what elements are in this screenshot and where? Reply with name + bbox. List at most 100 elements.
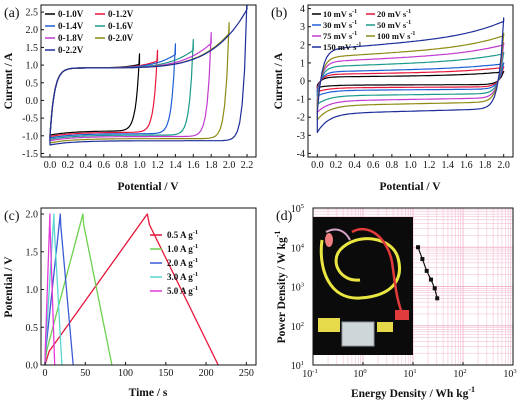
panel-d-letter: (d) — [276, 209, 293, 224]
y-tick-label: 2.0 — [26, 25, 39, 36]
x-tick-label: 103 — [503, 368, 516, 380]
x-tick-label: 0.0 — [311, 160, 324, 171]
photo-clip-left — [318, 318, 340, 332]
legend-superscript: -1 — [406, 20, 411, 26]
y-tick-exponent: 3 — [301, 282, 304, 289]
y-tick-label: 0.5 — [26, 323, 39, 334]
legend-label-0-1.8V: 0-1.8V — [58, 33, 84, 43]
photo-red-wire — [351, 227, 406, 319]
legend-label-100: 100 mV s-1 — [377, 31, 415, 41]
y-tick-label: 1 — [300, 58, 305, 69]
y-tick-label: 2.0 — [26, 210, 39, 221]
panel-a-letter: (a) — [4, 6, 20, 21]
photo-clip-right — [377, 322, 393, 332]
panel-c-legend: 0.5 A g-1 1.0 A g-1 2.0 A g-1 3.0 A g-1 5.0 … — [150, 229, 198, 296]
x-tick-label: 100 — [353, 368, 366, 380]
x-tick-label: 0.4 — [348, 160, 361, 171]
legend-label-20: 20 mV s-1 — [377, 9, 411, 19]
y-tick-exponent: 4 — [301, 242, 305, 249]
x-tick-label: 0.0 — [44, 160, 57, 171]
panel-a-y-axis-label: Current / A — [3, 52, 15, 109]
x-tick-label: 0 — [43, 368, 48, 379]
x-tick-label: 0.8 — [386, 160, 399, 171]
panel-c-x-axis-label: Time / s — [129, 387, 168, 399]
panel-b-curves — [316, 17, 505, 133]
series-20-curve — [316, 66, 505, 93]
panel-d-y-axis-label: Power Density / W kg-1 — [273, 231, 288, 344]
panel-d-x-axis-label: Energy Density / Wh kg-1 — [351, 385, 475, 400]
y-tick-label: -4 — [297, 149, 305, 160]
y-tick-label: 4 — [300, 4, 305, 15]
x-tick-label: 1.6 — [187, 160, 200, 171]
y-tick-label: 103 — [291, 282, 304, 294]
y-tick-label: 1.0 — [26, 61, 39, 72]
panel-c: 0 50 100 150 200 250 0.0 0.5 1.0 1.5 2.0 0.5 A g-1… — [3, 207, 257, 399]
x-tick-label: 0.2 — [62, 160, 75, 171]
series-0.5-curve — [44, 213, 219, 365]
y-tick-label: 105 — [291, 203, 304, 215]
legend-label-0-2.0V: 0-2.0V — [108, 33, 134, 43]
ragone-point — [428, 277, 433, 282]
panel-a: 0.0 0.2 0.4 0.6 0.8 1.0 1.2 1.4 1.6 1.8 2.0 2.2 -1.5… — [3, 4, 257, 193]
x-tick-label: 0.8 — [115, 160, 128, 171]
y-tick-exponent: 5 — [301, 203, 304, 210]
x-tick-label: 50 — [80, 368, 90, 379]
ragone-point — [432, 286, 437, 291]
y-tick-label: -2 — [297, 113, 305, 124]
series-30-curve — [316, 62, 505, 97]
legend-superscript: -1 — [193, 243, 198, 250]
legend-label-0-1.0V: 0-1.0V — [58, 9, 84, 19]
x-tick-label: 101 — [403, 368, 416, 380]
x-tick-label: 1.4 — [442, 160, 455, 171]
y-tick-label: 102 — [291, 321, 304, 333]
panel-d-x-axis-label-superscript: -1 — [468, 385, 475, 394]
series-10-curve — [316, 70, 505, 89]
ragone-point — [416, 245, 421, 250]
x-tick-label: 150 — [158, 368, 173, 379]
panel-b-x-axis-label: Potential / V — [379, 181, 441, 193]
x-tick-label: 0.6 — [97, 160, 110, 171]
legend-label-30: 30 mV s-1 — [323, 20, 357, 30]
photo-inset — [313, 217, 413, 355]
y-tick-label: -1.0 — [22, 131, 38, 142]
x-tick-exponent: 3 — [513, 368, 516, 375]
panel-c-y-axis-label: Potential / V — [3, 256, 15, 318]
y-tick-label: 101 — [291, 360, 304, 372]
legend-label-1.0: 1.0 A g-1 — [167, 243, 198, 254]
panel-b-ticks: 0.0 0.2 0.4 0.6 0.8 1.0 1.2 1.4 1.6 1.8 2.0 -4 -3 -2 -… — [297, 4, 510, 171]
panel-b-legend: 10 mV s-1 20 mV s-1 30 mV s-1 50 mV s-1 75 m… — [312, 9, 415, 52]
ragone-point — [420, 257, 425, 262]
x-tick-exponent: 1 — [413, 368, 416, 375]
legend-label-0-2.2V: 0-2.2V — [58, 45, 84, 55]
legend-label-3.0: 3.0 A g-1 — [167, 271, 198, 282]
legend-label-10: 10 mV s-1 — [323, 9, 357, 19]
x-tick-label: 1.4 — [169, 160, 182, 171]
legend-label-0-1.2V: 0-1.2V — [108, 9, 134, 19]
x-tick-label: 0.2 — [330, 160, 343, 171]
x-tick-label: 1.2 — [151, 160, 164, 171]
legend-superscript: -1 — [193, 285, 198, 292]
panel-a-ticks: 0.0 0.2 0.4 0.6 0.8 1.0 1.2 1.4 1.6 1.8 2.0 2.2 -1.5… — [22, 8, 253, 171]
x-tick-label: 1.0 — [404, 160, 417, 171]
photo-yellow-wire — [319, 237, 401, 300]
x-tick-label: 100 — [118, 368, 133, 379]
photo-clip-red — [395, 310, 409, 320]
y-tick-label: 0.0 — [26, 96, 39, 107]
panel-d-y-axis-label-text: Power Density / W kg — [276, 237, 288, 343]
series-75-curve — [316, 42, 505, 113]
legend-superscript: -1 — [352, 20, 357, 26]
x-tick-exponent: 0 — [363, 368, 366, 375]
panel-c-frame — [40, 207, 257, 366]
x-tick-label: 1.6 — [460, 160, 473, 171]
legend-label-2.0: 2.0 A g-1 — [167, 257, 198, 268]
y-tick-label: 3 — [300, 22, 305, 33]
panel-b: 0.0 0.2 0.4 0.6 0.8 1.0 1.2 1.4 1.6 1.8 2.0 -4 -3 -2 -… — [271, 4, 514, 193]
panel-b-y-axis-label: Current / A — [273, 52, 285, 109]
legend-label-0-1.6V: 0-1.6V — [108, 21, 134, 31]
y-tick-label: 2.5 — [26, 8, 39, 19]
x-tick-label: 0.6 — [367, 160, 380, 171]
panel-a-legend: 0-1.0V 0-1.2V 0-1.4V 0-1.6V 0-1.8V 0-2.0V 0-2.… — [45, 9, 134, 55]
legend-superscript: -1 — [410, 31, 415, 37]
x-tick-label: 1.8 — [205, 160, 218, 171]
